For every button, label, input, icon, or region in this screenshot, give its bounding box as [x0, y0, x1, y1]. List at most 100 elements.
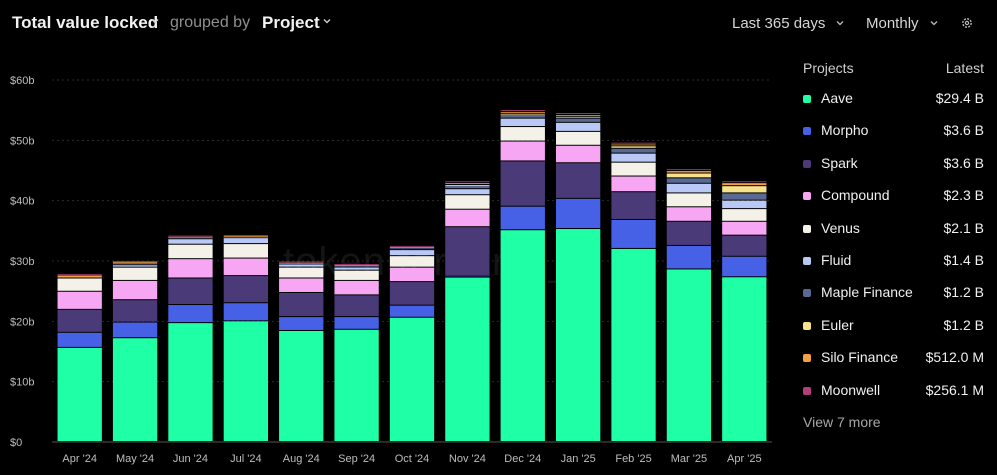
bar-segment[interactable]	[334, 267, 379, 270]
metric-selector[interactable]: Total value locked	[12, 13, 159, 32]
bar-segment[interactable]	[112, 261, 158, 262]
bar-segment[interactable]	[500, 230, 545, 441]
bar-segment[interactable]	[611, 192, 656, 219]
bar-segment[interactable]	[223, 236, 268, 238]
bar-segment[interactable]	[666, 207, 712, 221]
bar-segment[interactable]	[556, 145, 601, 163]
bar-segment[interactable]	[445, 184, 490, 186]
bar-segment[interactable]	[279, 264, 324, 265]
bar-segment[interactable]	[611, 148, 656, 153]
bar-segment[interactable]	[334, 264, 379, 265]
bar-segment[interactable]	[556, 163, 601, 198]
bar-segment[interactable]	[611, 142, 656, 144]
bar-segment[interactable]	[556, 118, 601, 122]
bar-segment[interactable]	[168, 239, 213, 244]
bar-segment[interactable]	[666, 171, 712, 173]
legend-item[interactable]: Fluid $1.4 B	[790, 250, 997, 274]
bar-segment[interactable]	[500, 113, 545, 115]
bar-segment[interactable]	[666, 178, 712, 183]
bar-segment[interactable]	[722, 277, 767, 441]
bar-segment[interactable]	[556, 116, 601, 118]
chevron-down-icon[interactable]	[835, 18, 845, 28]
gear-icon[interactable]	[960, 16, 974, 30]
bar-segment[interactable]	[556, 114, 601, 116]
legend-item[interactable]: Compound $2.3 B	[790, 185, 997, 209]
bar-segment[interactable]	[223, 258, 268, 276]
bar-segment[interactable]	[223, 244, 268, 258]
bar-segment[interactable]	[389, 248, 435, 250]
bar-segment[interactable]	[112, 267, 158, 280]
bar-segment[interactable]	[666, 173, 712, 178]
bar-segment[interactable]	[279, 317, 324, 330]
bar-segment[interactable]	[112, 264, 158, 266]
bar-segment[interactable]	[389, 317, 435, 441]
bar-segment[interactable]	[279, 264, 324, 267]
bar-segment[interactable]	[279, 267, 324, 278]
bar-segment[interactable]	[500, 111, 545, 113]
bar-segment[interactable]	[722, 256, 767, 277]
bar-segment[interactable]	[279, 330, 324, 441]
bar-segment[interactable]	[168, 244, 213, 259]
bar-segment[interactable]	[445, 181, 490, 183]
bar-segment[interactable]	[389, 256, 435, 267]
bar-segment[interactable]	[445, 209, 490, 227]
bar-segment[interactable]	[279, 278, 324, 292]
bar-segment[interactable]	[334, 295, 379, 317]
bar-segment[interactable]	[666, 169, 712, 171]
bar-segment[interactable]	[611, 144, 656, 146]
bar-segment[interactable]	[112, 322, 158, 338]
bar-segment[interactable]	[223, 238, 268, 244]
bar-segment[interactable]	[334, 280, 379, 295]
bar-segment[interactable]	[445, 276, 490, 278]
legend-item[interactable]: Venus $2.1 B	[790, 218, 997, 242]
chevron-down-icon[interactable]	[322, 16, 332, 26]
bar-segment[interactable]	[445, 227, 490, 276]
bar-segment[interactable]	[389, 250, 435, 256]
bar-segment[interactable]	[722, 186, 767, 193]
bar-segment[interactable]	[722, 235, 767, 256]
bar-segment[interactable]	[223, 235, 268, 236]
bar-segment[interactable]	[168, 305, 213, 323]
bar-segment[interactable]	[112, 265, 158, 267]
bar-segment[interactable]	[445, 185, 490, 189]
bar-segment[interactable]	[112, 262, 158, 264]
bar-segment[interactable]	[556, 198, 601, 229]
bar-segment[interactable]	[389, 305, 435, 317]
bar-segment[interactable]	[445, 189, 490, 195]
chevron-down-icon[interactable]	[150, 16, 160, 26]
bar-segment[interactable]	[500, 114, 545, 118]
bar-segment[interactable]	[389, 247, 435, 248]
bar-segment[interactable]	[611, 153, 656, 162]
bar-segment[interactable]	[223, 303, 268, 321]
bar-segment[interactable]	[611, 162, 656, 176]
bar-segment[interactable]	[389, 245, 435, 247]
bar-segment[interactable]	[168, 278, 213, 305]
bar-segment[interactable]	[334, 270, 379, 280]
bar-segment[interactable]	[57, 278, 102, 291]
bar-segment[interactable]	[722, 221, 767, 235]
bar-segment[interactable]	[112, 338, 158, 441]
legend-item[interactable]: Spark $3.6 B	[790, 153, 997, 177]
bar-segment[interactable]	[445, 277, 490, 441]
bar-segment[interactable]	[500, 118, 545, 127]
view-more-link[interactable]: View 7 more	[803, 414, 881, 430]
legend-item[interactable]: Moonwell $256.1 M	[790, 380, 997, 404]
legend-item[interactable]: Maple Finance $1.2 B	[790, 282, 997, 306]
bar-segment[interactable]	[611, 146, 656, 148]
bar-segment[interactable]	[112, 280, 158, 300]
legend-item[interactable]: Euler $1.2 B	[790, 315, 997, 339]
legend-item[interactable]: Silo Finance $512.0 M	[790, 347, 997, 371]
bar-segment[interactable]	[168, 235, 213, 237]
bar-segment[interactable]	[666, 183, 712, 193]
bar-segment[interactable]	[389, 282, 435, 305]
bar-segment[interactable]	[57, 291, 102, 309]
bar-segment[interactable]	[279, 292, 324, 317]
bar-segment[interactable]	[223, 276, 268, 303]
bar-segment[interactable]	[57, 332, 102, 347]
legend-item[interactable]: Morpho $3.6 B	[790, 120, 997, 144]
legend-item[interactable]: Aave $29.4 B	[790, 88, 997, 112]
bar-segment[interactable]	[556, 229, 601, 441]
bar-segment[interactable]	[57, 275, 102, 278]
bar-segment[interactable]	[334, 329, 379, 441]
bar-segment[interactable]	[334, 265, 379, 267]
